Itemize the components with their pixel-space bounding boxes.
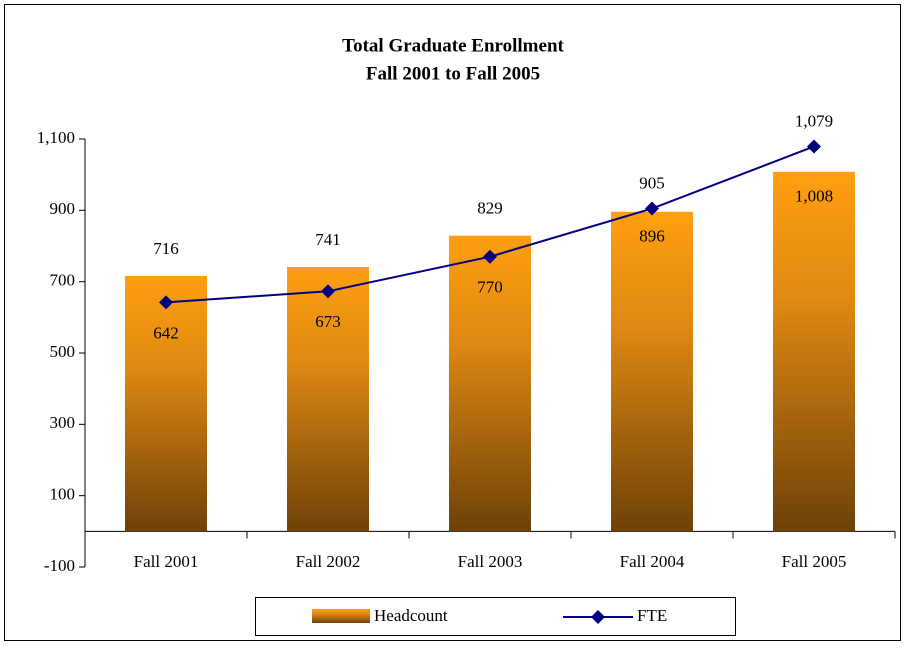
data-label: 829 [477,199,503,218]
chart-subtitle: Fall 2001 to Fall 2005 [366,63,540,84]
marker [645,201,659,216]
data-label: 905 [639,173,665,192]
data-label: 1,079 [795,111,833,130]
y-tick-label: -100 [44,556,75,575]
data-label: 896 [639,227,665,246]
legend-label: Headcount [374,606,448,625]
y-tick-label: 300 [50,413,76,432]
chart-title: Total Graduate Enrollment [342,35,564,56]
bar [611,211,693,532]
y-tick-label: 700 [50,271,76,290]
x-tick-label: Fall 2001 [134,552,199,571]
x-tick-label: Fall 2002 [296,552,361,571]
marker [807,139,821,154]
legend-label: FTE [637,606,667,625]
marker [483,249,497,264]
x-tick-label: Fall 2004 [620,552,685,571]
bar [125,275,207,532]
data-label: 673 [315,312,341,331]
y-tick-label: 500 [50,342,76,361]
y-tick-label: 1,100 [37,128,75,147]
bar [449,235,531,532]
x-tick-label: Fall 2003 [458,552,523,571]
y-tick-label: 100 [50,485,76,504]
data-label: 770 [477,278,503,297]
data-label: 741 [315,230,341,249]
bar [287,267,369,532]
marker [159,295,173,310]
bar [773,171,855,532]
data-label: 642 [153,323,179,342]
data-label: 1,008 [795,187,833,206]
x-tick-label: Fall 2005 [782,552,847,571]
legend-swatch [312,609,370,623]
legend-marker [591,610,605,624]
y-tick-label: 900 [50,199,76,218]
data-label: 716 [153,239,179,258]
marker [321,284,335,299]
